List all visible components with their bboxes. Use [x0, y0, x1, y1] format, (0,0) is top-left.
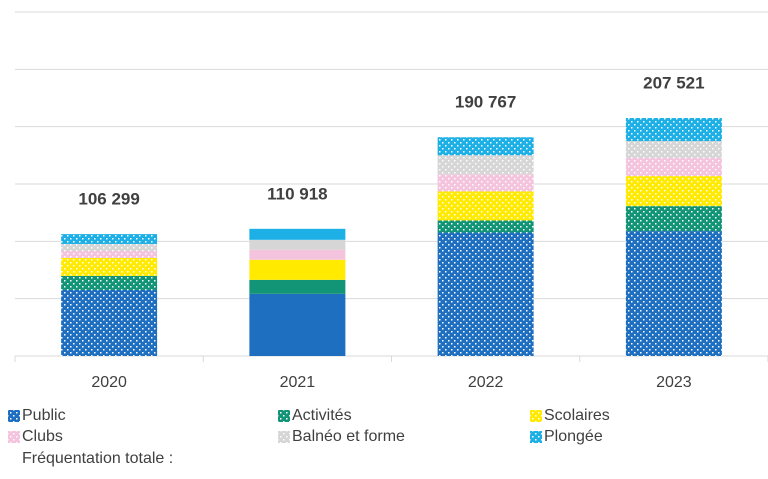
- legend-swatch: [278, 431, 290, 443]
- legend-swatch: [530, 431, 542, 443]
- legend-label: Clubs: [22, 428, 63, 445]
- bar-segment: [437, 137, 534, 156]
- bar-segment: [61, 289, 158, 356]
- legend-swatch: [278, 410, 290, 422]
- bar-segment: [249, 293, 346, 356]
- bar-segment: [61, 234, 158, 244]
- legend-swatch: [530, 410, 542, 422]
- bar-segment: [437, 174, 534, 192]
- bar-segment: [437, 220, 534, 233]
- bar-segment: [625, 158, 722, 177]
- bar-segment: [625, 231, 722, 356]
- legend-label: Fréquentation totale :: [22, 450, 173, 467]
- x-tick-label: 2022: [468, 374, 504, 391]
- bar-segment: [61, 257, 158, 276]
- legend-label: Public: [22, 407, 66, 424]
- x-tick-label: 2021: [280, 374, 316, 391]
- bar-segment: [61, 275, 158, 290]
- bar-segment: [249, 228, 346, 240]
- bar-segment: [249, 239, 346, 250]
- bar-segment: [61, 243, 158, 251]
- bar-segment: [625, 206, 722, 232]
- legend-label: Scolaires: [544, 407, 610, 424]
- x-tick-label: 2023: [656, 374, 692, 391]
- bar-segment: [249, 249, 346, 260]
- bar-segment: [249, 279, 346, 294]
- bar-segment: [249, 259, 346, 280]
- total-label: 106 299: [78, 190, 139, 209]
- legend-swatch: [8, 410, 20, 422]
- bar-segment: [625, 141, 722, 159]
- bar-segment: [437, 232, 534, 356]
- legend-label: Activités: [292, 407, 352, 424]
- legend-label: Plongée: [544, 428, 603, 445]
- total-label: 190 767: [455, 93, 516, 112]
- bar-segment: [437, 155, 534, 175]
- x-tick-label: 2020: [91, 374, 127, 391]
- bar-segment: [61, 250, 158, 258]
- bar-segment: [625, 176, 722, 207]
- bar-segment: [625, 118, 722, 142]
- total-label: 207 521: [643, 74, 704, 93]
- bar-segment: [437, 191, 534, 221]
- total-label: 110 918: [267, 184, 328, 203]
- legend-swatch: [8, 431, 20, 443]
- legend-label: Balnéo et forme: [292, 428, 405, 445]
